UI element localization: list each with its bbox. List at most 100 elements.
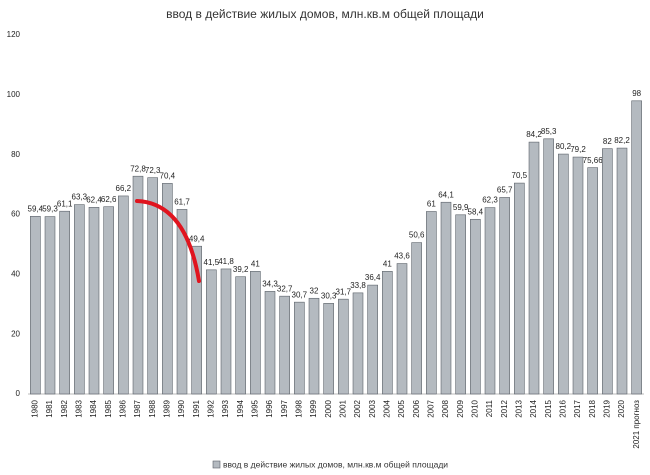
bar: [88, 207, 100, 395]
x-tick-label: 2007: [426, 399, 435, 417]
legend-swatch: [212, 460, 221, 469]
y-tick-label: 40: [11, 269, 20, 278]
data-label: 63,3: [72, 193, 88, 202]
data-label: 33,8: [350, 281, 366, 290]
x-tick-label: 2018: [588, 399, 597, 417]
bar: [250, 271, 261, 395]
data-label: 30,3: [321, 291, 337, 300]
x-tick-label: 2006: [412, 399, 421, 417]
data-label: 79,2: [570, 145, 586, 154]
x-tick-label: 2021 прогноз: [632, 400, 641, 449]
data-label: 30,7: [292, 290, 308, 299]
x-tick-label: 2008: [441, 399, 450, 417]
x-tick-label: 1980: [30, 399, 39, 417]
y-tick-label: 20: [11, 329, 20, 338]
x-tick-label: 2013: [514, 399, 523, 417]
data-label: 80,2: [556, 142, 572, 151]
data-label: 62,4: [86, 195, 102, 204]
bar: [206, 269, 217, 395]
bar: [367, 284, 378, 395]
y-tick-label: 80: [11, 150, 20, 159]
data-label: 66,2: [116, 184, 132, 193]
data-label: 65,7: [497, 186, 513, 195]
bar: [558, 153, 569, 395]
bar: [352, 292, 364, 395]
bar: [499, 197, 510, 395]
bar: [338, 298, 349, 395]
bar: [294, 301, 305, 395]
data-label: 43,6: [394, 252, 410, 261]
data-label: 72,8: [130, 164, 146, 173]
bar: [514, 182, 525, 395]
bar: [44, 216, 56, 395]
bar: [470, 218, 481, 395]
data-label: 82,2: [614, 136, 630, 145]
bar: [176, 209, 188, 395]
data-label: 75,66: [583, 156, 604, 165]
y-tick-label: 120: [7, 30, 21, 39]
data-label: 41: [383, 259, 392, 268]
bar: [543, 138, 554, 395]
x-tick-label: 1983: [74, 399, 83, 417]
x-tick-label: 1987: [133, 399, 142, 417]
x-tick-label: 1990: [177, 399, 186, 417]
data-label: 62,6: [101, 195, 117, 204]
x-tick-label: 1999: [309, 399, 318, 417]
x-tick-label: 2010: [470, 399, 479, 417]
bar: [59, 210, 70, 395]
data-label: 39,2: [233, 265, 249, 274]
y-tick-label: 60: [11, 210, 20, 219]
data-label: 82: [603, 137, 612, 146]
legend: ввод в действие жилых домов, млн.кв.м об…: [212, 459, 448, 469]
bar: [235, 276, 246, 395]
bar: [572, 156, 584, 395]
bar: [426, 211, 437, 395]
bar: [308, 297, 320, 395]
bar: [279, 295, 290, 395]
data-label: 70,5: [512, 171, 528, 180]
data-label: 84,2: [526, 130, 542, 139]
data-label: 72,3: [145, 166, 161, 175]
data-label: 41,5: [204, 258, 220, 267]
x-tick-label: 2016: [558, 399, 567, 417]
x-tick-label: 2011: [485, 399, 494, 417]
bar: [382, 271, 393, 395]
x-tick-label: 1993: [221, 399, 230, 417]
data-label: 64,1: [438, 190, 454, 199]
data-label: 85,3: [541, 127, 557, 136]
bar: [147, 177, 158, 395]
x-tick-label: 2003: [368, 399, 377, 417]
bar: [323, 303, 334, 395]
x-tick-label: 2014: [529, 399, 538, 417]
y-tick-label: 100: [7, 90, 21, 99]
bar: [103, 206, 114, 395]
legend-label: ввод в действие жилых домов, млн.кв.м об…: [223, 459, 448, 469]
y-tick-label: 0: [16, 389, 21, 398]
x-tick-label: 2000: [324, 399, 333, 417]
bar: [411, 242, 422, 395]
bar: [264, 291, 276, 395]
bar: [455, 214, 466, 395]
x-tick-label: 1989: [162, 399, 171, 417]
data-label: 98: [632, 89, 641, 98]
data-label: 41: [251, 259, 260, 268]
x-tick-label: 1994: [236, 399, 245, 417]
x-tick-label: 2015: [544, 399, 553, 417]
bar: [631, 100, 642, 395]
bar: [191, 245, 202, 395]
x-tick-label: 2020: [617, 399, 626, 417]
x-tick-label: 1992: [206, 399, 215, 417]
x-tick-label: 2012: [500, 399, 509, 417]
bar: [528, 141, 540, 395]
x-tick-label: 2017: [573, 399, 582, 417]
data-label: 59,9: [453, 203, 469, 212]
bar: [484, 207, 496, 395]
annotation-arc: [135, 199, 201, 283]
data-label: 58,4: [468, 207, 484, 216]
x-tick-label: 1995: [250, 399, 259, 417]
data-label: 70,4: [160, 171, 176, 180]
bar: [30, 215, 41, 395]
chart-title: ввод в действие жилых домов, млн.кв.м об…: [166, 7, 484, 21]
x-tick-label: 2009: [456, 399, 465, 417]
data-label: 59,4: [28, 204, 44, 213]
